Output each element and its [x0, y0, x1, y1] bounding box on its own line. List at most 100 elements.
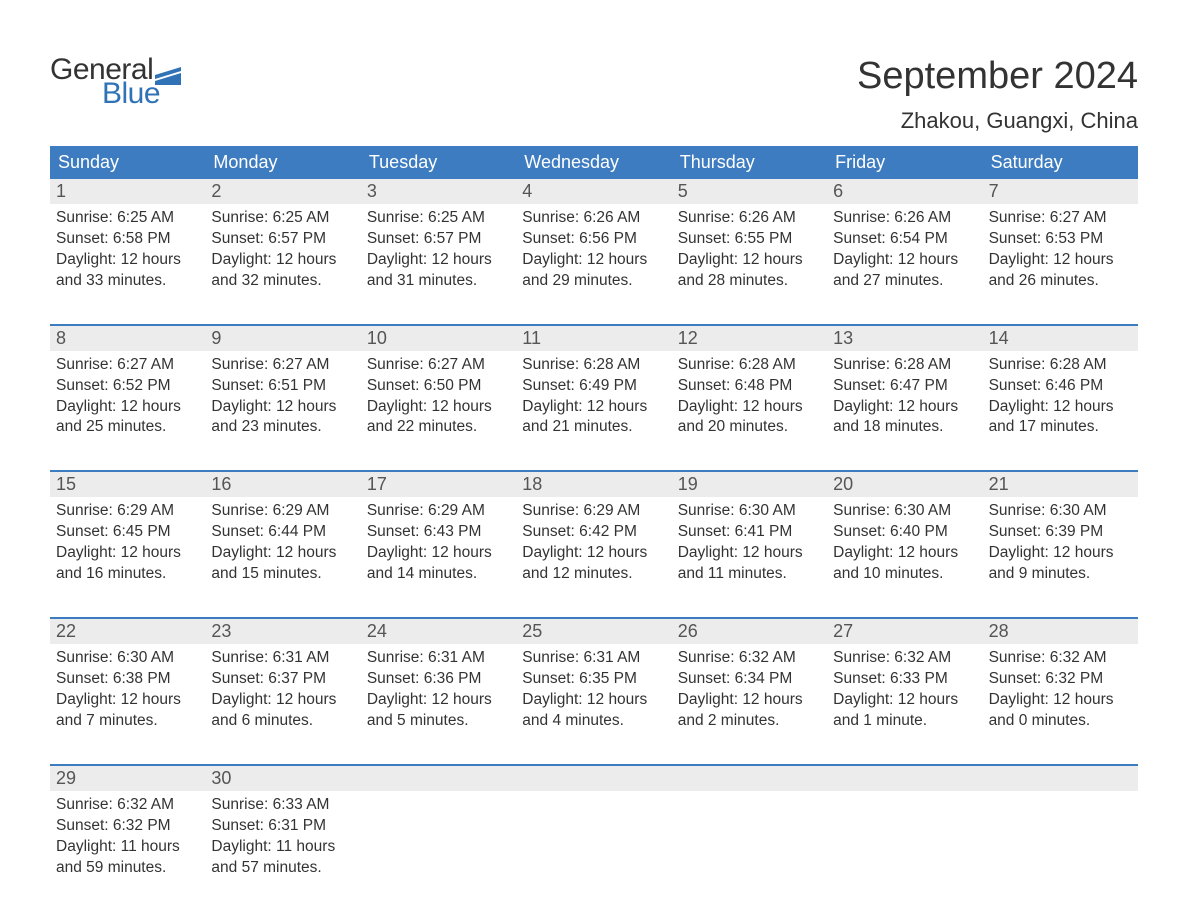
day-content: Sunrise: 6:26 AMSunset: 6:55 PMDaylight:…	[672, 204, 827, 292]
day-number: 20	[827, 472, 982, 497]
day-number: 3	[361, 179, 516, 204]
sunset-line: Sunset: 6:49 PM	[522, 376, 665, 397]
daylight-line: Daylight: 12 hours and 1 minute.	[833, 690, 976, 732]
sunset-line: Sunset: 6:58 PM	[56, 229, 199, 250]
calendar-day: 15Sunrise: 6:29 AMSunset: 6:45 PMDayligh…	[50, 472, 205, 603]
daylight-line: Daylight: 12 hours and 26 minutes.	[989, 250, 1132, 292]
sunset-line: Sunset: 6:31 PM	[211, 816, 354, 837]
sunrise-line: Sunrise: 6:28 AM	[522, 355, 665, 376]
calendar-day: 12Sunrise: 6:28 AMSunset: 6:48 PMDayligh…	[672, 326, 827, 457]
calendar-day	[516, 766, 671, 897]
day-content: Sunrise: 6:25 AMSunset: 6:57 PMDaylight:…	[361, 204, 516, 292]
daylight-line: Daylight: 12 hours and 11 minutes.	[678, 543, 821, 585]
day-number: 9	[205, 326, 360, 351]
day-number: 7	[983, 179, 1138, 204]
day-number	[516, 766, 671, 791]
sunrise-line: Sunrise: 6:28 AM	[989, 355, 1132, 376]
day-number: 26	[672, 619, 827, 644]
calendar-day: 22Sunrise: 6:30 AMSunset: 6:38 PMDayligh…	[50, 619, 205, 750]
sunset-line: Sunset: 6:43 PM	[367, 522, 510, 543]
day-number: 8	[50, 326, 205, 351]
day-content: Sunrise: 6:27 AMSunset: 6:51 PMDaylight:…	[205, 351, 360, 439]
calendar-day: 21Sunrise: 6:30 AMSunset: 6:39 PMDayligh…	[983, 472, 1138, 603]
daylight-line: Daylight: 12 hours and 21 minutes.	[522, 397, 665, 439]
sunset-line: Sunset: 6:52 PM	[56, 376, 199, 397]
calendar-day: 10Sunrise: 6:27 AMSunset: 6:50 PMDayligh…	[361, 326, 516, 457]
sunset-line: Sunset: 6:36 PM	[367, 669, 510, 690]
daylight-line: Daylight: 12 hours and 7 minutes.	[56, 690, 199, 732]
sunrise-line: Sunrise: 6:25 AM	[211, 208, 354, 229]
calendar-day: 30Sunrise: 6:33 AMSunset: 6:31 PMDayligh…	[205, 766, 360, 897]
sunrise-line: Sunrise: 6:25 AM	[56, 208, 199, 229]
day-content: Sunrise: 6:29 AMSunset: 6:45 PMDaylight:…	[50, 497, 205, 585]
day-number: 28	[983, 619, 1138, 644]
day-content: Sunrise: 6:27 AMSunset: 6:50 PMDaylight:…	[361, 351, 516, 439]
calendar-day	[672, 766, 827, 897]
sunset-line: Sunset: 6:38 PM	[56, 669, 199, 690]
sunset-line: Sunset: 6:57 PM	[211, 229, 354, 250]
sunrise-line: Sunrise: 6:30 AM	[678, 501, 821, 522]
daylight-line: Daylight: 12 hours and 31 minutes.	[367, 250, 510, 292]
day-content: Sunrise: 6:31 AMSunset: 6:36 PMDaylight:…	[361, 644, 516, 732]
dow-cell: Sunday	[50, 146, 205, 179]
day-content: Sunrise: 6:32 AMSunset: 6:32 PMDaylight:…	[50, 791, 205, 879]
daylight-line: Daylight: 12 hours and 2 minutes.	[678, 690, 821, 732]
sunset-line: Sunset: 6:37 PM	[211, 669, 354, 690]
day-content: Sunrise: 6:27 AMSunset: 6:52 PMDaylight:…	[50, 351, 205, 439]
sunrise-line: Sunrise: 6:29 AM	[211, 501, 354, 522]
calendar-day: 2Sunrise: 6:25 AMSunset: 6:57 PMDaylight…	[205, 179, 360, 310]
calendar-day: 17Sunrise: 6:29 AMSunset: 6:43 PMDayligh…	[361, 472, 516, 603]
daylight-line: Daylight: 12 hours and 18 minutes.	[833, 397, 976, 439]
daylight-line: Daylight: 12 hours and 28 minutes.	[678, 250, 821, 292]
dow-cell: Monday	[205, 146, 360, 179]
day-number: 15	[50, 472, 205, 497]
calendar-day: 23Sunrise: 6:31 AMSunset: 6:37 PMDayligh…	[205, 619, 360, 750]
day-number	[827, 766, 982, 791]
day-number: 24	[361, 619, 516, 644]
day-content: Sunrise: 6:28 AMSunset: 6:47 PMDaylight:…	[827, 351, 982, 439]
day-content: Sunrise: 6:32 AMSunset: 6:32 PMDaylight:…	[983, 644, 1138, 732]
day-number: 5	[672, 179, 827, 204]
calendar-day: 6Sunrise: 6:26 AMSunset: 6:54 PMDaylight…	[827, 179, 982, 310]
day-number: 13	[827, 326, 982, 351]
day-number	[983, 766, 1138, 791]
sunset-line: Sunset: 6:47 PM	[833, 376, 976, 397]
sunrise-line: Sunrise: 6:32 AM	[989, 648, 1132, 669]
day-number	[672, 766, 827, 791]
location: Zhakou, Guangxi, China	[857, 108, 1138, 134]
day-content: Sunrise: 6:30 AMSunset: 6:39 PMDaylight:…	[983, 497, 1138, 585]
daylight-line: Daylight: 12 hours and 15 minutes.	[211, 543, 354, 585]
sunrise-line: Sunrise: 6:25 AM	[367, 208, 510, 229]
day-number: 1	[50, 179, 205, 204]
daylight-line: Daylight: 11 hours and 59 minutes.	[56, 837, 199, 879]
dow-cell: Thursday	[672, 146, 827, 179]
sunset-line: Sunset: 6:41 PM	[678, 522, 821, 543]
day-content: Sunrise: 6:33 AMSunset: 6:31 PMDaylight:…	[205, 791, 360, 879]
daylight-line: Daylight: 11 hours and 57 minutes.	[211, 837, 354, 879]
daylight-line: Daylight: 12 hours and 5 minutes.	[367, 690, 510, 732]
dow-cell: Friday	[827, 146, 982, 179]
sunset-line: Sunset: 6:51 PM	[211, 376, 354, 397]
calendar-day: 4Sunrise: 6:26 AMSunset: 6:56 PMDaylight…	[516, 179, 671, 310]
sunset-line: Sunset: 6:48 PM	[678, 376, 821, 397]
calendar-day	[361, 766, 516, 897]
month-title: September 2024	[857, 55, 1138, 98]
week-row: 29Sunrise: 6:32 AMSunset: 6:32 PMDayligh…	[50, 764, 1138, 897]
sunset-line: Sunset: 6:35 PM	[522, 669, 665, 690]
day-content: Sunrise: 6:29 AMSunset: 6:43 PMDaylight:…	[361, 497, 516, 585]
calendar-day: 20Sunrise: 6:30 AMSunset: 6:40 PMDayligh…	[827, 472, 982, 603]
sunset-line: Sunset: 6:46 PM	[989, 376, 1132, 397]
calendar-day: 1Sunrise: 6:25 AMSunset: 6:58 PMDaylight…	[50, 179, 205, 310]
sunset-line: Sunset: 6:40 PM	[833, 522, 976, 543]
calendar-day: 5Sunrise: 6:26 AMSunset: 6:55 PMDaylight…	[672, 179, 827, 310]
sunrise-line: Sunrise: 6:26 AM	[522, 208, 665, 229]
day-number: 10	[361, 326, 516, 351]
daylight-line: Daylight: 12 hours and 17 minutes.	[989, 397, 1132, 439]
sunrise-line: Sunrise: 6:28 AM	[833, 355, 976, 376]
daylight-line: Daylight: 12 hours and 16 minutes.	[56, 543, 199, 585]
calendar-day: 8Sunrise: 6:27 AMSunset: 6:52 PMDaylight…	[50, 326, 205, 457]
sunset-line: Sunset: 6:32 PM	[989, 669, 1132, 690]
sunset-line: Sunset: 6:57 PM	[367, 229, 510, 250]
sunrise-line: Sunrise: 6:28 AM	[678, 355, 821, 376]
sunrise-line: Sunrise: 6:30 AM	[989, 501, 1132, 522]
